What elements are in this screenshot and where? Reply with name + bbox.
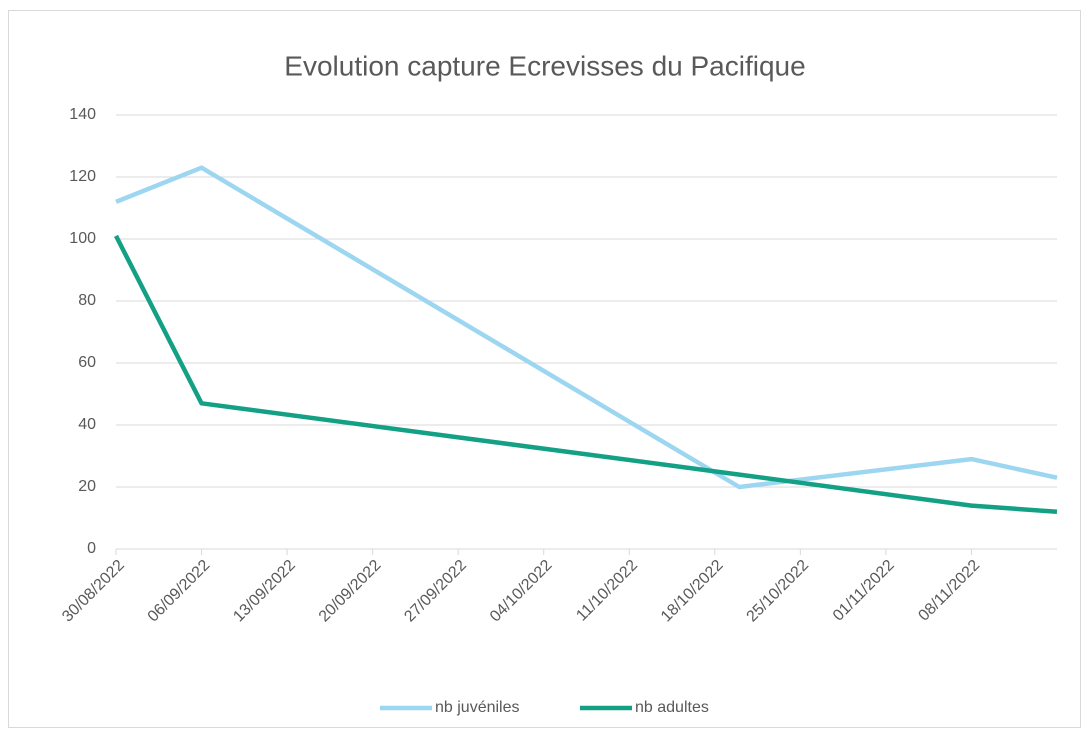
y-tick-label: 80	[78, 292, 96, 309]
y-tick-label: 100	[69, 230, 96, 247]
line-series	[113, 234, 1058, 515]
legend-label: nb juvéniles	[435, 699, 520, 716]
y-tick-label: 140	[69, 106, 96, 123]
y-tick-label: 20	[78, 478, 96, 495]
line-series	[115, 165, 1058, 490]
chart-title: Evolution capture Ecrevisses du Pacifiqu…	[284, 50, 805, 81]
y-tick-label: 60	[78, 354, 96, 371]
y-tick-label: 40	[78, 416, 96, 433]
y-tick-label: 120	[69, 168, 96, 185]
legend-label: nb adultes	[635, 699, 709, 716]
y-tick-label: 0	[87, 540, 96, 557]
